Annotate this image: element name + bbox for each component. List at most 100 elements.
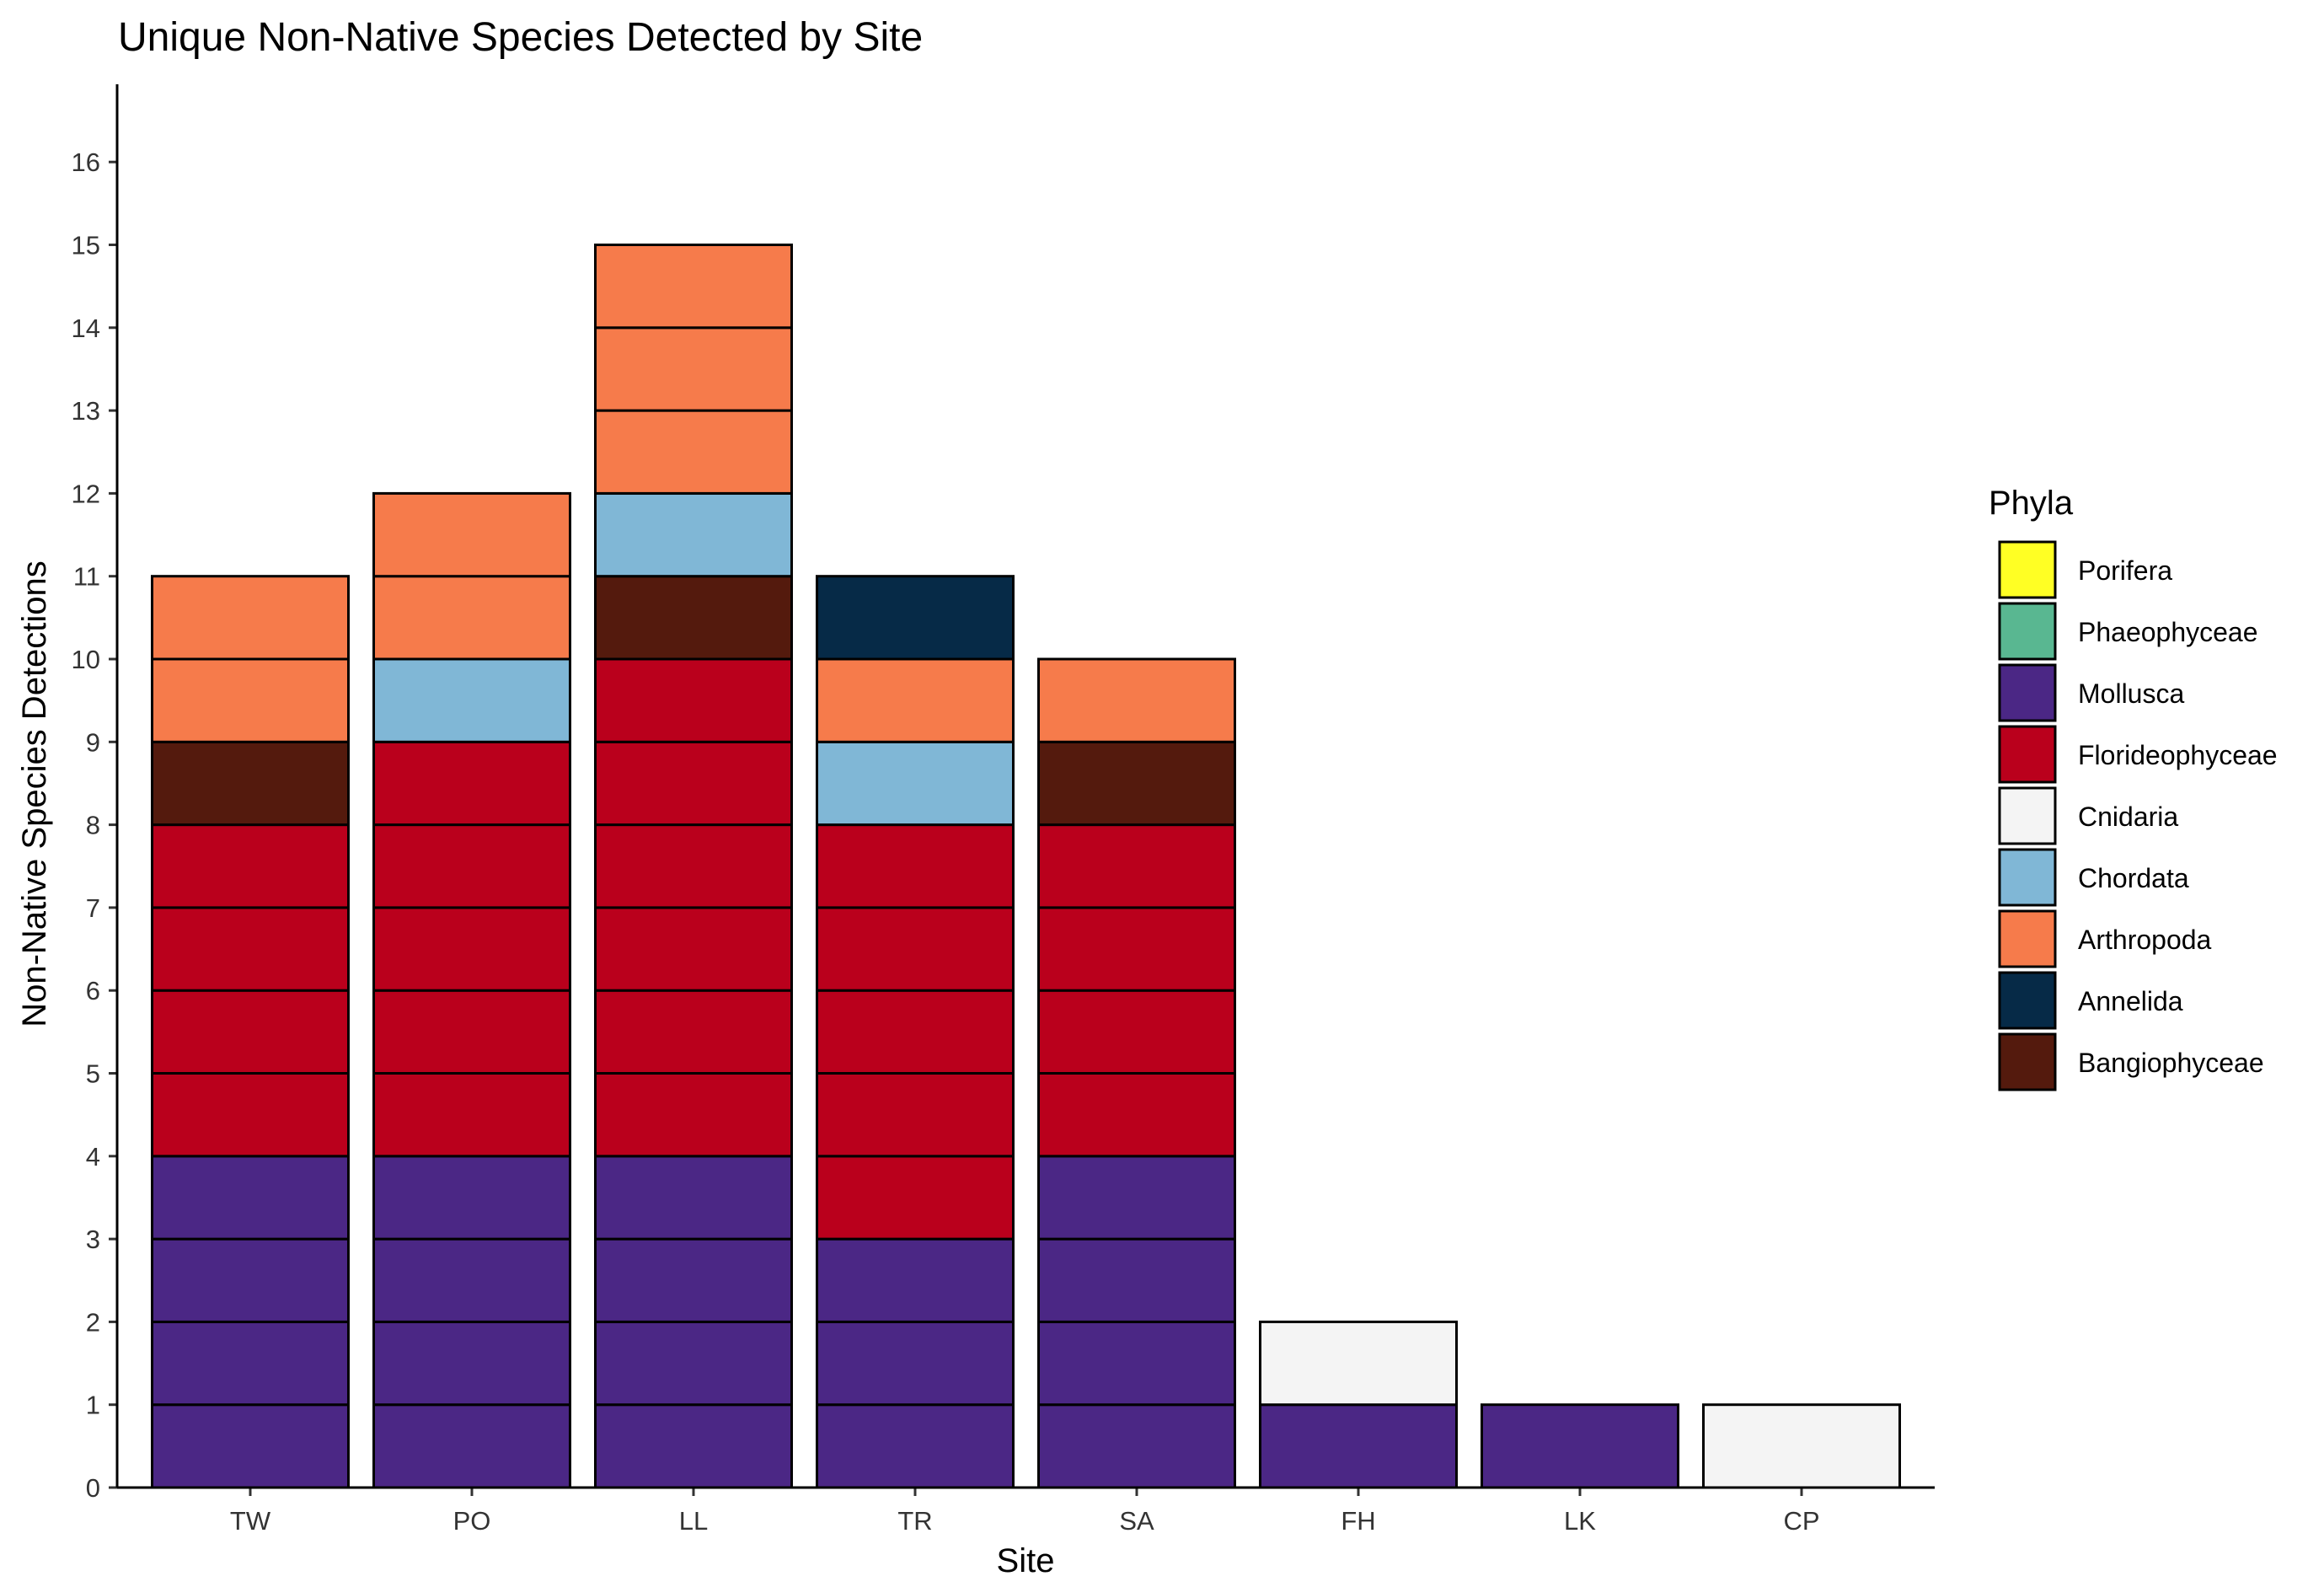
bar-segment-fh-cnidaria: [1259, 1320, 1458, 1407]
bar-segment-ll-florideophyceae: [594, 657, 793, 743]
bar-segment-tw-bangiophyceae: [151, 740, 350, 827]
y-tick-label: 8: [86, 811, 100, 840]
bar-segment-ll-mollusca: [594, 1320, 793, 1407]
legend-key-bangiophyceae: [1998, 1032, 2057, 1091]
bar-segment-sa-mollusca: [1037, 1155, 1236, 1241]
bar-segment-tr-florideophyceae: [816, 906, 1015, 992]
bar-segment-sa-florideophyceae: [1037, 989, 1236, 1075]
bars-group: [151, 244, 1901, 1489]
legend-label-mollusca: Mollusca: [2078, 678, 2184, 709]
y-tick-label: 2: [86, 1307, 100, 1337]
y-tick-label: 12: [72, 479, 100, 508]
bar-segment-tw-florideophyceae: [151, 1072, 350, 1158]
bar-segment-tw-florideophyceae: [151, 906, 350, 992]
x-tick-label: TR: [897, 1506, 932, 1536]
y-tick-label: 9: [86, 727, 100, 757]
bar-segment-tr-arthropoda: [816, 657, 1015, 743]
bar-segment-sa-mollusca: [1037, 1237, 1236, 1323]
bar-segment-po-mollusca: [372, 1403, 571, 1489]
bar-segment-tw-mollusca: [151, 1237, 350, 1323]
bar-segment-ll-mollusca: [594, 1237, 793, 1323]
legend-label-bangiophyceae: Bangiophyceae: [2078, 1048, 2264, 1078]
legend: Phyla Porifera Phaeophyceae Mollusca Florid…: [1989, 485, 2278, 1091]
bar-segment-po-mollusca: [372, 1155, 571, 1241]
bar-segment-tr-florideophyceae: [816, 1155, 1015, 1241]
bar-segment-tr-chordata: [816, 740, 1015, 827]
y-tick-label: 13: [72, 396, 100, 426]
legend-label-cnidaria: Cnidaria: [2078, 802, 2178, 832]
x-tick-label: TW: [230, 1506, 271, 1536]
bar-segment-tw-arthropoda: [151, 657, 350, 743]
bar-segment-sa-mollusca: [1037, 1403, 1236, 1489]
bar-segment-ll-florideophyceae: [594, 906, 793, 992]
y-tick-label: 3: [86, 1225, 100, 1254]
legend-key-arthropoda: [1998, 909, 2057, 968]
legend-key-phaeophyceae: [1998, 602, 2057, 661]
bar-segment-po-mollusca: [372, 1237, 571, 1323]
bar-segment-ll-arthropoda: [594, 409, 793, 495]
bar-segment-tw-mollusca: [151, 1403, 350, 1489]
legend-label-phaeophyceae: Phaeophyceae: [2078, 617, 2258, 647]
bar-segment-sa-florideophyceae: [1037, 823, 1236, 909]
legend-key-cnidaria: [1998, 786, 2057, 845]
x-tick-label: CP: [1783, 1506, 1819, 1536]
bar-segment-ll-florideophyceae: [594, 989, 793, 1075]
bar-segment-po-chordata: [372, 657, 571, 743]
y-tick-label: 14: [72, 314, 100, 343]
bar-segment-sa-mollusca: [1037, 1320, 1236, 1407]
legend-key-florideophyceae: [1998, 725, 2057, 784]
bar-segment-tw-mollusca: [151, 1155, 350, 1241]
y-tick-label: 1: [86, 1391, 100, 1420]
bar-segment-po-florideophyceae: [372, 740, 571, 827]
bar-segment-po-arthropoda: [372, 491, 571, 578]
bar-segment-sa-bangiophyceae: [1037, 740, 1236, 827]
y-tick-label: 16: [72, 147, 100, 177]
bar-segment-ll-florideophyceae: [594, 823, 793, 909]
y-tick-label: 11: [73, 562, 100, 592]
bar-segment-tw-arthropoda: [151, 575, 350, 661]
x-tick-label: LL: [679, 1506, 708, 1536]
bar-segment-po-florideophyceae: [372, 989, 571, 1075]
y-tick-label: 7: [86, 893, 100, 923]
bar-segment-tw-florideophyceae: [151, 823, 350, 909]
bar-segment-tr-florideophyceae: [816, 823, 1015, 909]
bar-segment-ll-florideophyceae: [594, 1072, 793, 1158]
y-tick-label: 4: [86, 1142, 100, 1171]
x-tick-label: PO: [453, 1506, 491, 1536]
y-tick-label: 15: [72, 231, 100, 260]
bar-segment-po-florideophyceae: [372, 823, 571, 909]
legend-label-chordata: Chordata: [2078, 863, 2189, 893]
bar-segment-ll-arthropoda: [594, 326, 793, 412]
x-axis-label: Site: [997, 1542, 1055, 1579]
bar-segment-lk-mollusca: [1481, 1403, 1679, 1489]
bar-segment-tr-mollusca: [816, 1237, 1015, 1323]
bar-segment-tr-mollusca: [816, 1320, 1015, 1407]
legend-label-arthropoda: Arthropoda: [2078, 925, 2212, 955]
chart-title: Unique Non-Native Species Detected by Si…: [118, 15, 923, 60]
bar-segment-po-arthropoda: [372, 575, 571, 661]
bar-segment-sa-florideophyceae: [1037, 906, 1236, 992]
legend-key-porifera: [1998, 540, 2057, 599]
bar-segment-sa-arthropoda: [1037, 657, 1236, 743]
y-axis-label: Non-Native Species Detections: [16, 560, 53, 1027]
bar-segment-tr-florideophyceae: [816, 989, 1015, 1075]
x-tick-label: LK: [1564, 1506, 1596, 1536]
legend-label-porifera: Porifera: [2078, 555, 2172, 586]
bar-segment-tw-florideophyceae: [151, 989, 350, 1075]
legend-title: Phyla: [1989, 485, 2074, 522]
y-tick-label: 0: [86, 1473, 100, 1503]
bar-segment-ll-arthropoda: [594, 244, 793, 330]
bar-segment-tr-mollusca: [816, 1403, 1015, 1489]
legend-label-florideophyceae: Florideophyceae: [2078, 740, 2278, 770]
bar-segment-po-florideophyceae: [372, 1072, 571, 1158]
y-tick-label: 6: [86, 976, 100, 1005]
legend-key-chordata: [1998, 848, 2057, 907]
bar-segment-cp-cnidaria: [1702, 1403, 1901, 1489]
bar-segment-po-mollusca: [372, 1320, 571, 1407]
bar-segment-tr-florideophyceae: [816, 1072, 1015, 1158]
bar-segment-ll-mollusca: [594, 1155, 793, 1241]
bar-segment-ll-bangiophyceae: [594, 575, 793, 661]
y-tick-label: 5: [86, 1059, 100, 1089]
